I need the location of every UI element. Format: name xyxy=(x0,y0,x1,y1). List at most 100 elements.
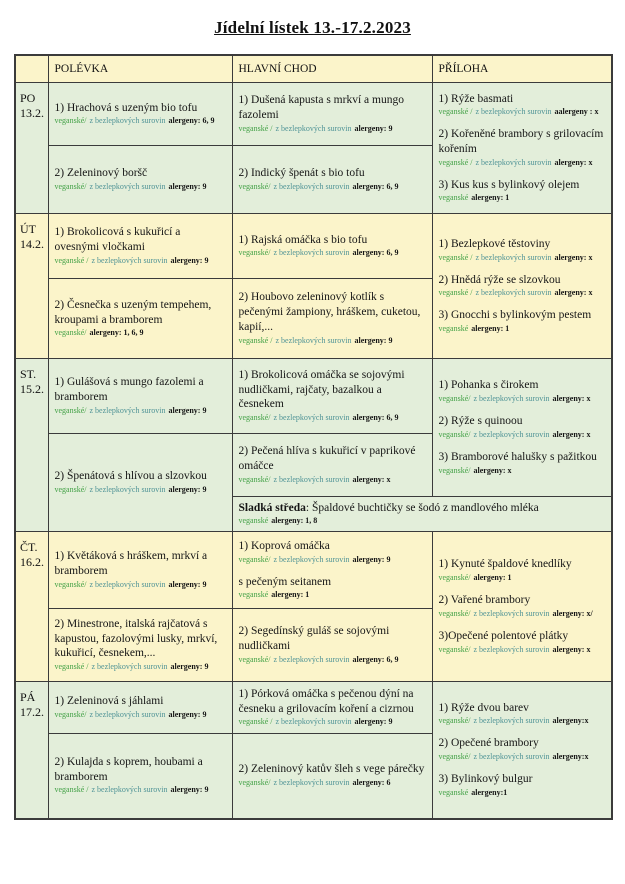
dish-tags: veganské/z bezlepkových surovin alergeny:… xyxy=(239,181,426,193)
main-cell: 2) Indický špenát s bio tofu veganské/z b… xyxy=(231,145,433,214)
row-wednesday-2: 2) Špenátová s hlívou a slzovkou veganské… xyxy=(15,433,612,532)
row-monday-1: PO 13.2. 1) Hrachová s uzeným bio tofu ve… xyxy=(14,82,613,214)
soup-cell: 1) Hrachová s uzeným bio tofu veganské/z … xyxy=(47,82,233,146)
dish-name: 1) Rýže dvou barev xyxy=(438,701,529,714)
menu-item: 2) Kořeněné brambory s grilovacím koření… xyxy=(439,127,606,168)
dish-tags: veganské/z bezlepkových surovin alergeny:… xyxy=(55,405,226,417)
day-label: ÚT xyxy=(20,222,36,236)
dish-tags: veganské/z bezlepkových surovin alergeny:… xyxy=(439,644,606,656)
day-cell-tuesday: ÚT 14.2. xyxy=(14,213,49,359)
dish-name: 3) Kus kus s bylinkový olejem xyxy=(438,178,580,191)
dish-tags: veganské/z bezlepkových surovin alergeny:… xyxy=(439,393,606,405)
vegan-tag: veganské/ xyxy=(438,394,471,404)
soup-cell: 2) Česnečka s uzeným tempehem, kroupami … xyxy=(47,278,233,359)
gluten-free-tag: z bezlepkových surovin xyxy=(275,717,352,727)
dish-name: 1) Pohanka s čirokem xyxy=(438,379,539,392)
dish-tags: veganské / z bezlepkových surovin alergeny… xyxy=(55,661,226,673)
menu-item: 1) Rýže dvou barev veganské/z bezlepkovýc… xyxy=(439,701,606,728)
day-date: 15.2. xyxy=(20,382,44,396)
allergens: aalergeny : x xyxy=(554,107,599,117)
gluten-free-tag: z bezlepkových surovin xyxy=(473,752,550,762)
vegan-tag: veganské xyxy=(238,516,269,526)
soup-cell: 1) Květáková s hráškem, mrkví a brambore… xyxy=(47,531,233,609)
vegan-tag: veganské/ xyxy=(238,413,271,423)
vegan-tag: veganské / xyxy=(438,252,473,262)
menu-item: 2) Rýže s quinoou veganské/z bezlepkových… xyxy=(439,414,606,441)
special-dish-name: Sladká středa: Špaldové buchtičky se šod… xyxy=(238,501,539,514)
allergens: alergeny: 9 xyxy=(352,554,391,564)
menu-item: 2) Česnečka s uzeným tempehem, kroupami … xyxy=(55,298,226,339)
gluten-free-tag: z bezlepkových surovin xyxy=(91,255,168,265)
side-cell: 1) Rýže dvou barev veganské/z bezlepkovýc… xyxy=(431,681,613,819)
allergens: alergeny:1 xyxy=(471,787,508,797)
day-cell-friday: PÁ 17.2. xyxy=(14,681,49,819)
gluten-free-tag: z bezlepkových surovin xyxy=(89,709,166,719)
menu-item: 1) Pohanka s čirokem veganské/z bezlepkov… xyxy=(439,378,606,405)
allergens: alergeny: 1 xyxy=(473,573,512,583)
gluten-free-tag: z bezlepkových surovin xyxy=(273,654,350,664)
row-tuesday-1: ÚT 14.2. 1) Brokolicová s kukuřicí a ove… xyxy=(14,213,613,359)
vegan-tag: veganské xyxy=(238,590,269,600)
row-tuesday-2: 2) Česnečka s uzeným tempehem, kroupami … xyxy=(15,278,612,359)
vegan-tag: veganské/ xyxy=(238,474,271,484)
gluten-free-tag: z bezlepkových surovin xyxy=(273,778,350,788)
allergens: alergeny: x xyxy=(552,644,591,654)
side-cell: 1) Rýže basmati veganské / z bezlepkových … xyxy=(431,82,613,214)
gluten-free-tag: z bezlepkových surovin xyxy=(275,123,352,133)
row-wednesday-1: ST. 15.2. 1) Gulášová s mungo fazolemi a… xyxy=(14,358,613,532)
dish-tags: veganské/z bezlepkových surovin alergeny:… xyxy=(239,554,426,566)
gluten-free-tag: z bezlepkových surovin xyxy=(89,181,166,191)
allergens: alergeny: 9 xyxy=(354,335,393,345)
gluten-free-tag: z bezlepkových surovin xyxy=(475,157,552,167)
dish-tags: veganské alergeny: 1 xyxy=(439,323,606,335)
dish-name: 3)Opečené polentové plátky xyxy=(438,629,569,642)
dish-tags: veganské/alergeny: 1, 6, 9 xyxy=(55,327,226,339)
dish-tags: veganské/z bezlepkových surovin alergeny:… xyxy=(439,429,606,441)
side-cell: 1) Bezlepkové těstoviny veganské / z bezle… xyxy=(431,213,613,359)
dish-name: 2) Špenátová s hlívou a slzovkou xyxy=(54,470,207,483)
dish-tags: veganské/z bezlepkových surovin alergeny:… xyxy=(239,777,426,789)
dish-tags: veganské/z bezlepkových surovin alergeny:… xyxy=(239,654,426,666)
allergens: alergeny: 9 xyxy=(170,785,209,795)
day-label: PO xyxy=(20,91,36,105)
vegan-tag: veganské / xyxy=(54,255,89,265)
gluten-free-tag: z bezlepkových surovin xyxy=(475,252,552,262)
allergens: alergeny: 1 xyxy=(271,590,310,600)
menu-item: 2) Vařené brambory veganské/z bezlepkovýc… xyxy=(439,593,606,620)
dish-tags: veganské / z bezlepkových surovin alergeny… xyxy=(239,716,426,728)
day-date: 14.2. xyxy=(20,237,44,251)
gluten-free-tag: z bezlepkových surovin xyxy=(475,107,552,117)
menu-item: 3)Opečené polentové plátky veganské/z bez… xyxy=(439,629,606,656)
dish-tags: veganské alergeny:1 xyxy=(439,787,606,799)
dish-name: 1) Pórková omáčka s pečenou dýní na česn… xyxy=(238,687,414,715)
day-cell-thursday: ČT. 16.2. xyxy=(14,531,49,682)
soup-cell: 2) Minestrone, italská rajčatová s kapus… xyxy=(47,608,233,682)
dish-name: 2) Rýže s quinoou xyxy=(438,415,523,428)
menu-item: 2) Zeleninový katův šleh s vege párečky v… xyxy=(239,762,426,789)
main-cell: 1) Dušená kapusta s mrkví a mungo fazole… xyxy=(231,82,433,146)
menu-item: s pečeným seitanem veganské alergeny: 1 xyxy=(239,575,426,602)
gluten-free-tag: z bezlepkových surovin xyxy=(91,785,168,795)
allergens: alergeny: 6, 9 xyxy=(168,116,215,126)
vegan-tag: veganské/ xyxy=(54,709,87,719)
gluten-free-tag: z bezlepkových surovin xyxy=(473,429,550,439)
vegan-tag: veganské / xyxy=(54,662,89,672)
dish-tags: veganské/z bezlepkových surovin alergeny:… xyxy=(439,751,606,763)
dish-name: 1) Hrachová s uzeným bio tofu xyxy=(54,101,198,114)
dish-name: 1) Rýže basmati xyxy=(438,92,514,105)
vegan-tag: veganské/ xyxy=(54,181,87,191)
vegan-tag: veganské/ xyxy=(438,608,471,618)
day-label: ČT. xyxy=(20,540,38,554)
dish-name: 1) Zeleninová s jáhlami xyxy=(54,695,164,708)
dish-name: 2) Zeleninový boršč xyxy=(54,167,148,180)
day-cell-monday: PO 13.2. xyxy=(14,82,49,214)
vegan-tag: veganské/ xyxy=(54,116,87,126)
dish-tags: veganské/z bezlepkových surovin alergeny:… xyxy=(239,474,426,486)
allergens: alergeny: 6, 9 xyxy=(352,181,399,191)
vegan-tag: veganské / xyxy=(438,288,473,298)
dish-name: 3) Bramborové halušky s pažitkou xyxy=(438,450,597,463)
dish-tags: veganské alergeny: 1, 8 xyxy=(239,515,606,527)
allergens: alergeny: 1 xyxy=(471,193,510,203)
menu-item: 3) Bylinkový bulgur veganské alergeny:1 xyxy=(439,772,606,799)
dish-name: 1) Brokolicová s kukuřicí a ovesnými vlo… xyxy=(54,226,181,253)
